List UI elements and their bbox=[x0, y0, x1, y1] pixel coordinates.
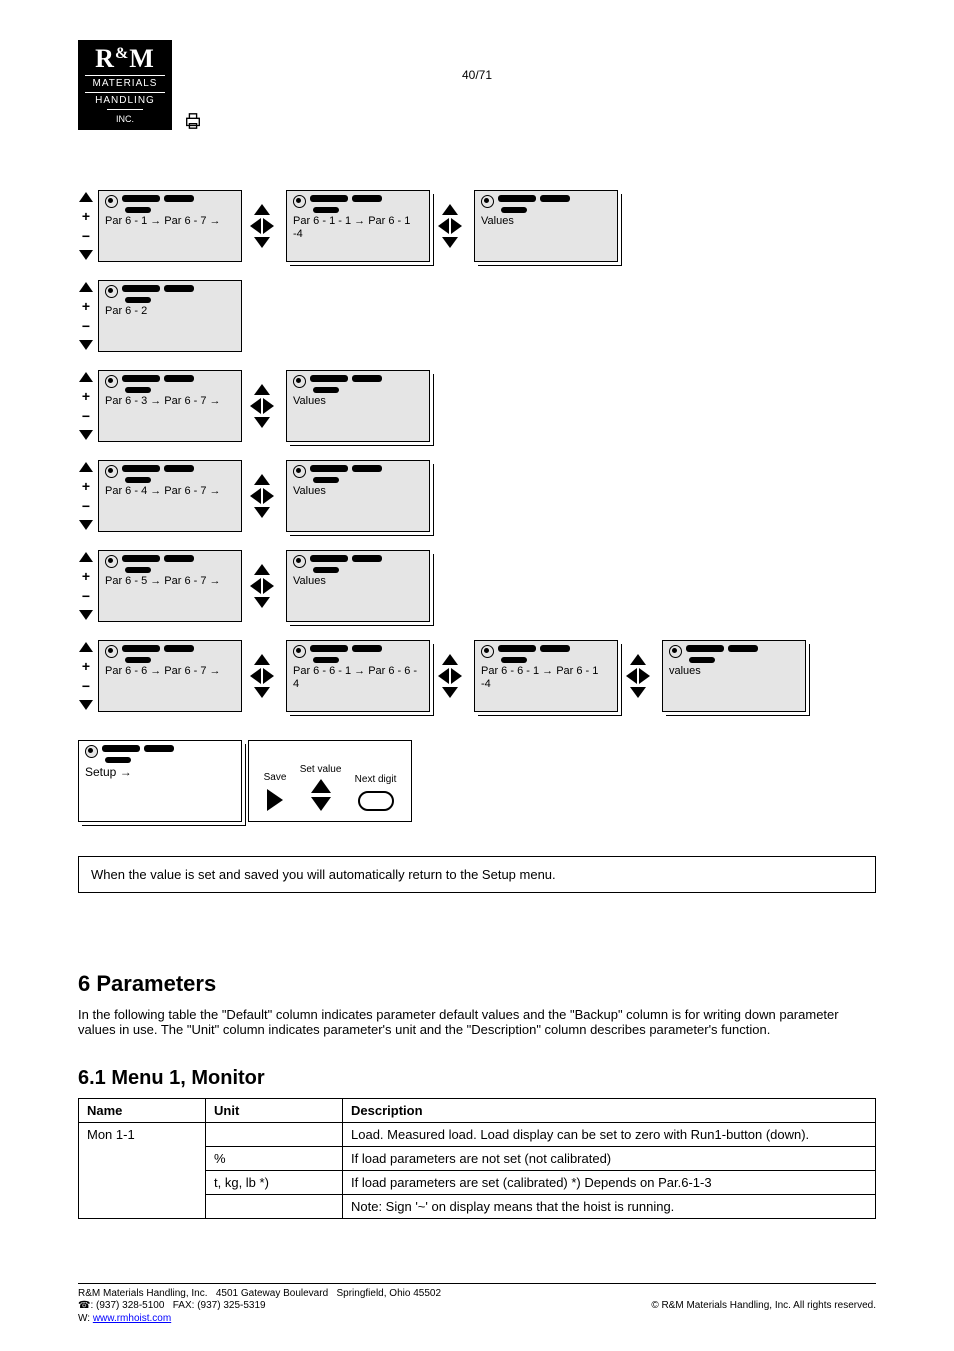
heading-parameters: 6 Parameters bbox=[78, 971, 876, 997]
nav-arrows bbox=[624, 640, 652, 712]
flow-r4-c1: Par 6 - 4 → Par 6 - 7 → bbox=[98, 460, 242, 532]
note-box: When the value is set and saved you will… bbox=[78, 856, 876, 893]
flow-r4-c2-text: Values bbox=[293, 485, 326, 497]
nextdigit-label: Next digit bbox=[355, 774, 397, 785]
plus-minus-2: +− bbox=[78, 280, 94, 352]
flow-r3-c1-text: Par 6 - 3 → Par 6 - 7 → bbox=[105, 395, 221, 407]
flow-r6-c3: Par 6 - 6 - 1 → Par 6 - 1 -4 bbox=[474, 640, 618, 712]
cell-unit bbox=[206, 1123, 343, 1147]
parameters-table: Name Unit Description Mon 1-1Load. Measu… bbox=[78, 1098, 876, 1219]
plus-minus-4: +− bbox=[78, 460, 94, 532]
flow-r3-c1: Par 6 - 3 → Par 6 - 7 → bbox=[98, 370, 242, 442]
flow-r3-c2: Values bbox=[286, 370, 430, 442]
footer-address: 4501 Gateway Boulevard bbox=[216, 1288, 328, 1299]
flow-r2-c1: Par 6 - 2 bbox=[98, 280, 242, 352]
flow-r1-c3: Values bbox=[474, 190, 618, 262]
flow-r6-c1: Par 6 - 6 → Par 6 - 7 → bbox=[98, 640, 242, 712]
th-name: Name bbox=[79, 1099, 206, 1123]
flow-r5-c2-text: Values bbox=[293, 575, 326, 587]
printer-icon bbox=[182, 112, 204, 130]
flow-r1-c1: Par 6 - 1 → Par 6 - 7 → bbox=[98, 190, 242, 262]
flow-r1-c2: Par 6 - 1 - 1 → Par 6 - 1 -4 bbox=[286, 190, 430, 262]
plus-minus-3: +− bbox=[78, 370, 94, 442]
flow-row-6: +− Par 6 - 6 → Par 6 - 7 → Par 6 - 6 - 1… bbox=[78, 640, 876, 712]
nav-arrows bbox=[248, 190, 276, 262]
flow-r5-c2: Values bbox=[286, 550, 430, 622]
flow-r6-c4: values bbox=[662, 640, 806, 712]
flow-r6-c2: Par 6 - 6 - 1 → Par 6 - 6 - 4 bbox=[286, 640, 430, 712]
flow-r1-c1-text: Par 6 - 1 → Par 6 - 7 → bbox=[105, 215, 221, 227]
cell-unit: % bbox=[206, 1147, 343, 1171]
th-description: Description bbox=[343, 1099, 876, 1123]
flow-row-1: +− Par 6 - 1 → Par 6 - 7 → Par 6 - 1 - 1… bbox=[78, 190, 876, 262]
nav-arrows bbox=[248, 640, 276, 712]
setvalue-label: Set value bbox=[300, 764, 342, 775]
save-label: Save bbox=[264, 772, 287, 783]
cell-unit bbox=[206, 1195, 343, 1219]
heading-menu1: 6.1 Menu 1, Monitor bbox=[78, 1067, 876, 1090]
setup-pair-left-text: Setup → bbox=[85, 765, 132, 779]
cell-description: If load parameters are not set (not cali… bbox=[343, 1147, 876, 1171]
footer-web-label: W bbox=[78, 1313, 87, 1324]
table-row: Mon 1-1Load. Measured load. Load display… bbox=[79, 1123, 876, 1147]
flow-r6-c1-text: Par 6 - 6 → Par 6 - 7 → bbox=[105, 665, 221, 677]
footer-fax: FAX: (937) 325-5319 bbox=[173, 1300, 266, 1311]
flow-r5-c1: Par 6 - 5 → Par 6 - 7 → bbox=[98, 550, 242, 622]
logo: R&M MATERIALS HANDLING INC. bbox=[78, 40, 876, 130]
nav-arrows bbox=[436, 190, 464, 262]
footer-company: R&M Materials Handling, Inc. bbox=[78, 1288, 208, 1299]
page-number: 40/71 bbox=[0, 68, 954, 82]
footer-url[interactable]: www.rmhoist.com bbox=[93, 1313, 171, 1324]
flow-r4-c2: Values bbox=[286, 460, 430, 532]
flow-row-2: +− Par 6 - 2 bbox=[78, 280, 876, 352]
setup-pair: Setup → Save Set value Next digit bbox=[78, 740, 876, 822]
page-footer: R&M Materials Handling, Inc. 4501 Gatewa… bbox=[78, 1283, 876, 1326]
logo-line3: HANDLING bbox=[95, 95, 155, 106]
updown-icon bbox=[311, 779, 331, 811]
cell-description: Note: Sign '~' on display means that the… bbox=[343, 1195, 876, 1219]
plus-minus-5: +− bbox=[78, 550, 94, 622]
flow-r6-c2-text: Par 6 - 6 - 1 → Par 6 - 6 - 4 bbox=[293, 665, 417, 690]
cell-name: Mon 1-1 bbox=[79, 1123, 206, 1219]
cell-description: Load. Measured load. Load display can be… bbox=[343, 1123, 876, 1147]
plus-minus-1: +− bbox=[78, 190, 94, 262]
flow-r5-c1-text: Par 6 - 5 → Par 6 - 7 → bbox=[105, 575, 221, 587]
flow-diagram: +− Par 6 - 1 → Par 6 - 7 → Par 6 - 1 - 1… bbox=[78, 190, 876, 712]
footer-city: Springfield, Ohio 45502 bbox=[336, 1288, 441, 1299]
note-text: When the value is set and saved you will… bbox=[91, 867, 556, 882]
nav-arrows bbox=[248, 370, 276, 442]
nav-arrows bbox=[248, 550, 276, 622]
flow-r2-c1-text: Par 6 - 2 bbox=[105, 305, 147, 317]
body-paragraph: In the following table the "Default" col… bbox=[78, 1007, 876, 1037]
cell-unit: t, kg, lb *) bbox=[206, 1171, 343, 1195]
flow-row-4: +− Par 6 - 4 → Par 6 - 7 → Values bbox=[78, 460, 876, 532]
pill-icon bbox=[358, 791, 394, 811]
plus-minus-6: +− bbox=[78, 640, 94, 712]
logo-line4: INC. bbox=[116, 114, 134, 124]
flow-r6-c3-text: Par 6 - 6 - 1 → Par 6 - 1 -4 bbox=[481, 665, 598, 690]
th-unit: Unit bbox=[206, 1099, 343, 1123]
arrow-right-icon bbox=[267, 789, 283, 811]
flow-r3-c2-text: Values bbox=[293, 395, 326, 407]
setup-pair-right: Save Set value Next digit bbox=[248, 740, 412, 822]
footer-phone: ☎: (937) 328-5100 bbox=[78, 1300, 164, 1311]
flow-row-3: +− Par 6 - 3 → Par 6 - 7 → Values bbox=[78, 370, 876, 442]
flow-r4-c1-text: Par 6 - 4 → Par 6 - 7 → bbox=[105, 485, 221, 497]
cell-description: If load parameters are set (calibrated) … bbox=[343, 1171, 876, 1195]
flow-r1-c3-text: Values bbox=[481, 215, 514, 227]
flow-row-5: +− Par 6 - 5 → Par 6 - 7 → Values bbox=[78, 550, 876, 622]
flow-r6-c4-text: values bbox=[669, 665, 701, 677]
nav-arrows bbox=[436, 640, 464, 712]
nav-arrows bbox=[248, 460, 276, 532]
setup-pair-left: Setup → bbox=[78, 740, 242, 822]
footer-copyright: © R&M Materials Handling, Inc. All right… bbox=[651, 1300, 876, 1313]
logo-amp: & bbox=[115, 45, 129, 62]
flow-r1-c2-text: Par 6 - 1 - 1 → Par 6 - 1 -4 bbox=[293, 215, 410, 240]
